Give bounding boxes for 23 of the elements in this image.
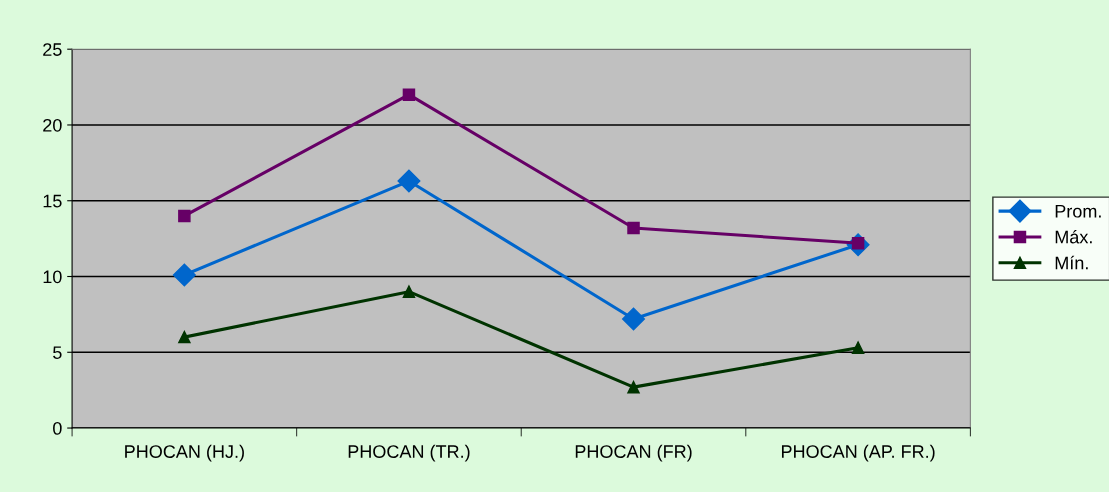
point (622, 307, 646, 331)
x-tick-label: PHOCAN (FR) (575, 444, 692, 462)
legend-label: Prom. (1055, 205, 1101, 218)
y-tick-label: 15 (43, 194, 62, 208)
point (178, 209, 191, 223)
point (627, 380, 640, 394)
point (851, 341, 865, 354)
y-tick-label: 5 (53, 346, 62, 359)
x-tick-label: PHOCAN (HJ.) (125, 444, 244, 462)
point (402, 88, 416, 101)
legend-label: Mín. (1055, 255, 1088, 270)
x-tick-label: PHOCAN (TR.) (348, 444, 470, 462)
point (402, 285, 416, 298)
y-tick-label: 20 (43, 118, 62, 132)
legend-label: Máx. (1055, 229, 1092, 244)
point (627, 221, 640, 235)
y-tick-label: 0 (53, 421, 62, 435)
y-tick-label: 25 (43, 43, 62, 56)
point (178, 330, 191, 344)
y-tick-label: 10 (43, 270, 62, 284)
point (172, 263, 196, 287)
point (397, 169, 421, 193)
x-tick-label: PHOCAN (AP. FR.) (781, 444, 935, 462)
